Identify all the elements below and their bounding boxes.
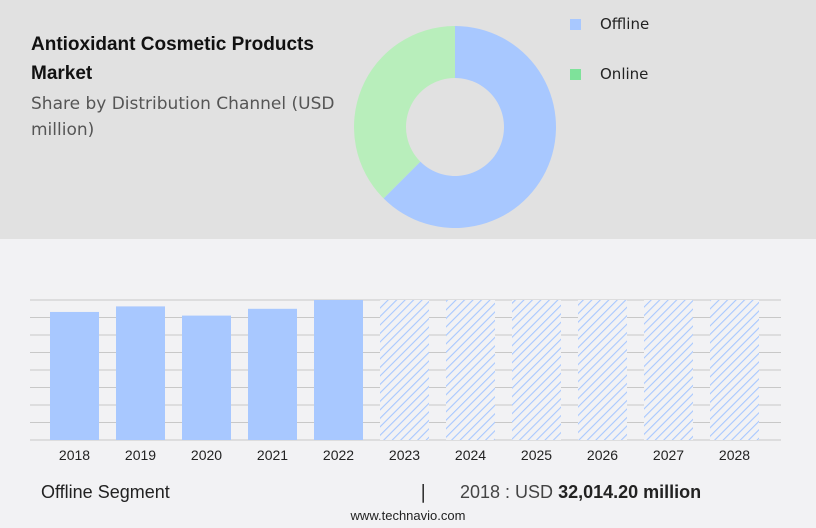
legend-label: Online [600, 65, 649, 83]
donut-slice-offline[interactable] [383, 26, 556, 228]
year-label: 2018 : USD [460, 482, 554, 502]
x-label: 2025 [521, 447, 552, 463]
legend-item-offline[interactable]: Offline [570, 13, 649, 35]
x-label: 2023 [389, 447, 420, 463]
bars [50, 300, 759, 440]
bar-2024[interactable] [446, 300, 495, 440]
donut-slice-online[interactable] [354, 26, 455, 199]
bar-2026[interactable] [578, 300, 627, 440]
segment-value: 2018 : USD 32,014.20 million [460, 482, 701, 503]
bar-2020[interactable] [182, 315, 231, 440]
x-label: 2019 [125, 447, 156, 463]
legend-swatch-online [570, 68, 581, 80]
bar-2021[interactable] [248, 308, 297, 440]
value-amount: 32,014.20 million [558, 482, 702, 502]
page-subtitle: Share by Distribution Channel (USD milli… [31, 94, 335, 140]
segment-label: Offline Segment [41, 482, 170, 502]
x-label: 2024 [455, 447, 486, 463]
page-title: Antioxidant Cosmetic Products Market [31, 34, 314, 84]
x-label: 2022 [323, 447, 354, 463]
x-label: 2026 [587, 447, 618, 463]
legend-label: Offline [600, 15, 650, 33]
legend-swatch-offline [570, 18, 581, 30]
source-link[interactable]: www.technavio.com [350, 508, 466, 523]
x-label: 2020 [191, 447, 222, 463]
donut-chart [354, 26, 556, 228]
legend-item-online[interactable]: Online [570, 63, 649, 85]
legend: Offline Online [570, 13, 649, 113]
bar-2023[interactable] [380, 300, 429, 440]
bar-2022[interactable] [314, 300, 363, 440]
bar-2028[interactable] [710, 300, 759, 440]
x-label: 2018 [59, 447, 90, 463]
x-label: 2028 [719, 447, 750, 463]
footer-separator: | [420, 481, 427, 503]
bar-2019[interactable] [116, 306, 165, 440]
bar-2025[interactable] [512, 300, 561, 440]
x-label: 2021 [257, 447, 288, 463]
bar-2027[interactable] [644, 300, 693, 440]
x-label: 2027 [653, 447, 684, 463]
header-panel: Antioxidant Cosmetic Products Market Sha… [0, 0, 816, 239]
bar-2018[interactable] [50, 311, 99, 440]
bar-chart: 2018 2019 2020 2021 2022 2023 2024 2025 2026 2027… [30, 299, 781, 463]
x-axis-labels: 2018 2019 2020 2021 2022 2023 2024 2025 2026 2027… [59, 447, 750, 463]
